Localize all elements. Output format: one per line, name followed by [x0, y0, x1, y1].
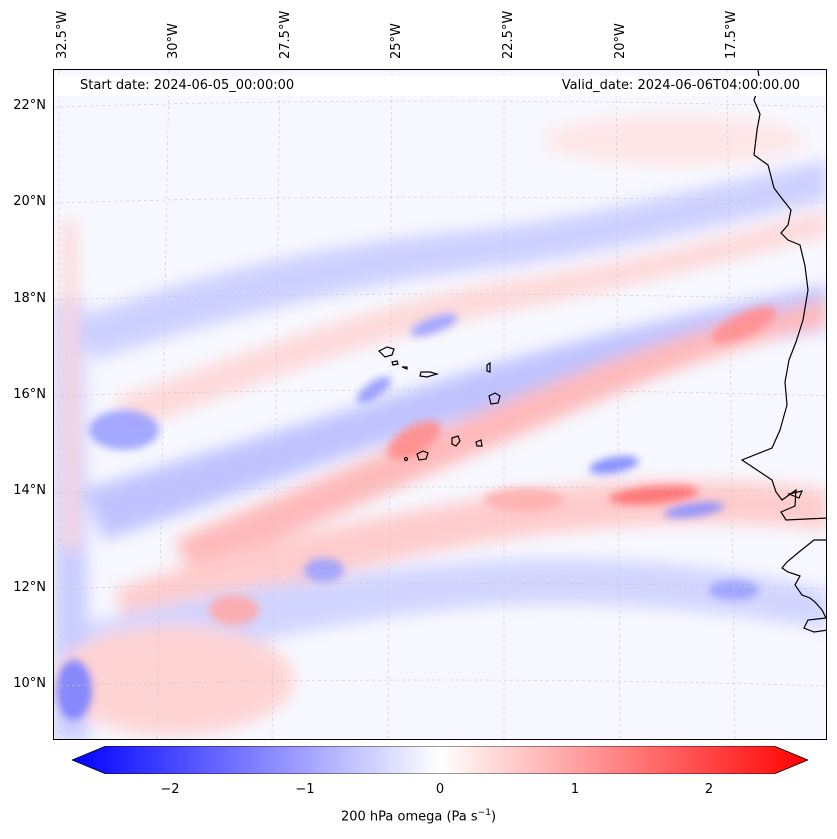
start-date-label: Start date: 2024-06-05_00:00:00	[80, 78, 295, 93]
colorbar-tick-minus-2: −2	[160, 782, 180, 797]
lat-label-12n: 12°N	[13, 580, 46, 595]
west-africa-coastline	[740, 70, 826, 633]
map-panel[interactable]: Start date: 2024-06-05_00:00:00 Valid_da…	[53, 69, 827, 740]
colorbar-title: 200 hPa omega (Pa s−1)	[340, 808, 497, 825]
lat-label-20n: 20°N	[13, 194, 46, 209]
lat-label-14n: 14°N	[13, 483, 46, 498]
cabo-verde-islands	[377, 346, 501, 462]
lon-label-32.5w: 32.5°W	[55, 10, 70, 59]
lat-label-22n: 22°N	[13, 98, 46, 113]
lon-label-30w: 30°W	[166, 23, 181, 59]
omega-bands	[54, 115, 826, 739]
lon-label-27.5w: 27.5°W	[278, 10, 293, 59]
lat-label-18n: 18°N	[13, 291, 46, 306]
colorbar-tick-minus-1: −1	[295, 782, 315, 797]
lon-label-22.5w: 22.5°W	[501, 10, 516, 59]
date-header	[55, 76, 826, 96]
graticule	[54, 70, 826, 739]
lat-label-16n: 16°N	[13, 387, 46, 402]
lon-label-25w: 25°W	[389, 23, 404, 59]
lon-label-20w: 20°W	[613, 23, 628, 59]
omega-field-map	[54, 70, 826, 739]
colorbar-tick-0: 0	[435, 782, 445, 797]
colorbar-tick-1: 1	[570, 782, 580, 797]
lat-label-10n: 10°N	[13, 676, 46, 691]
valid-date-label: Valid_date: 2024-06-06T04:00:00.00	[561, 78, 800, 93]
colorbar	[70, 745, 810, 779]
colorbar-tick-2: 2	[704, 782, 714, 797]
lon-label-17.5w: 17.5°W	[724, 10, 739, 59]
colorbar-gradient	[70, 745, 810, 779]
